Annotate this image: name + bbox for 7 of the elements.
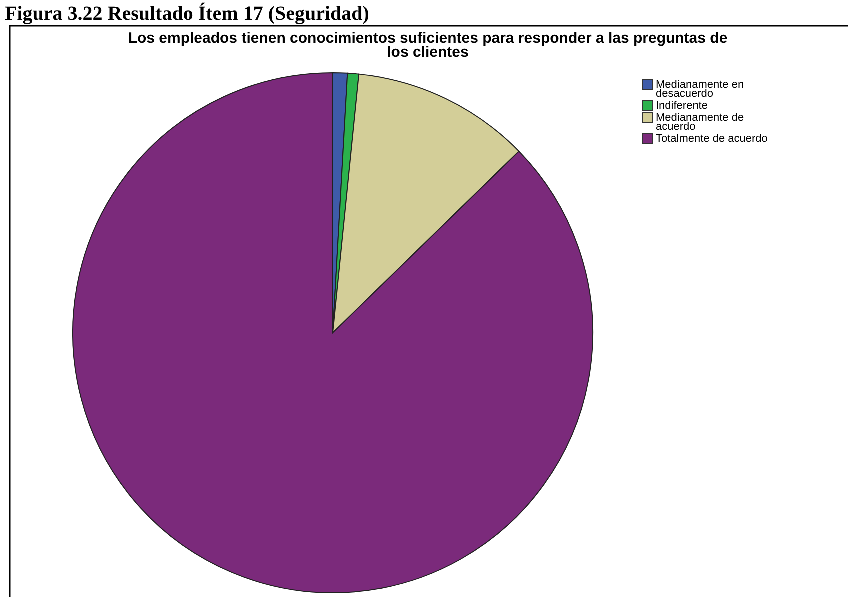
legend-label: Indiferente bbox=[656, 100, 708, 112]
legend-label: Medianamente en desacuerdo bbox=[656, 79, 744, 100]
legend-label: Totalmente de acuerdo bbox=[656, 133, 768, 145]
pie-slice bbox=[72, 72, 594, 594]
chart-title: Figura 3.22 Resultado Ítem 17 (Seguridad) bbox=[5, 2, 370, 25]
legend-label: Medianamente de acuerdo bbox=[656, 112, 744, 133]
chart-subtitle: Los empleados tienen conocimientos suficientes para responder a las preguntas de los clientes bbox=[128, 30, 728, 61]
